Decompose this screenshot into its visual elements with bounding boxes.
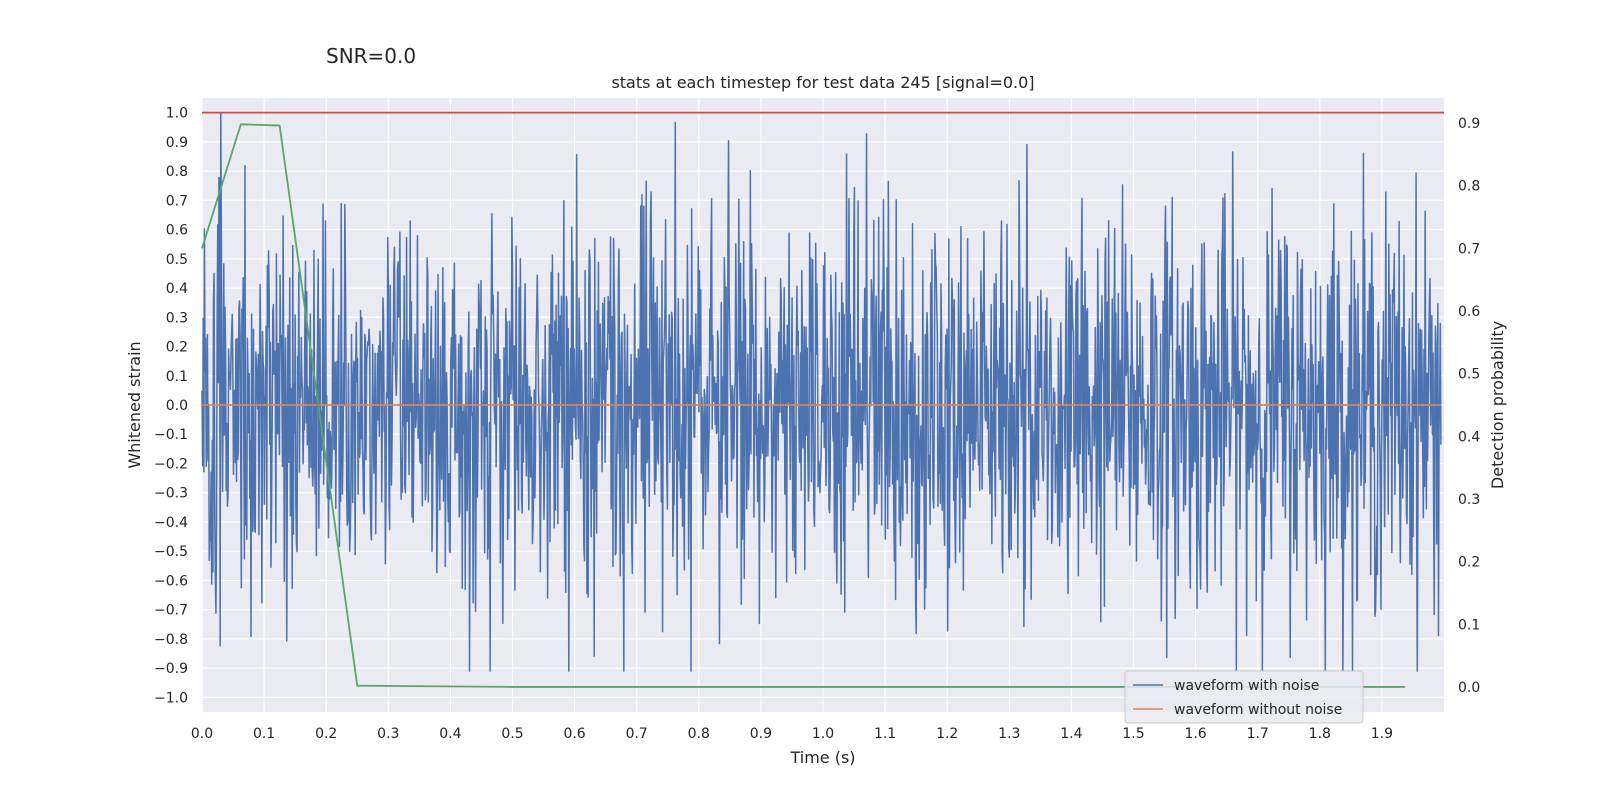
y-left-ticks: 1.0 0.9 0.8 0.7 0.6 0.5 0.4 0.3 0.2 0.1 0.0 −0.1 −0.… [154,106,188,707]
x-tick-label: 1.8 [1309,726,1331,742]
y-left-tick-label: −0.3 [154,486,188,502]
legend-box [1124,670,1364,724]
legend: waveform with noise waveform without noi… [1124,670,1364,724]
y-right-tick-label: 0.1 [1458,617,1480,633]
y-right-tick-label: 0.9 [1458,116,1480,132]
x-tick-label: 1.4 [1060,726,1082,742]
x-tick-label: 0.7 [626,726,648,742]
x-tick-label: 1.9 [1371,726,1393,742]
y-left-tick-label: 0.7 [166,193,188,209]
x-tick-label: 0.8 [688,726,710,742]
y-axis-label-right: Detection probability [1488,321,1507,489]
y-right-tick-label: 0.2 [1458,555,1480,571]
y-left-tick-label: 0.1 [166,369,188,385]
y-right-tick-label: 0.0 [1458,680,1480,696]
y-left-tick-label: −0.8 [154,632,188,648]
y-left-tick-label: 0.4 [166,281,188,297]
y-left-tick-label: −1.0 [154,690,188,706]
x-tick-label: 1.6 [1184,726,1206,742]
x-tick-label: 1.7 [1247,726,1269,742]
x-tick-label: 1.1 [874,726,896,742]
x-tick-label: 1.5 [1122,726,1144,742]
y-left-tick-label: −0.4 [154,515,188,531]
y-left-tick-label: −0.6 [154,573,188,589]
y-left-tick-label: −0.5 [154,544,188,560]
y-left-tick-label: 0.3 [166,310,188,326]
y-left-tick-label: 1.0 [166,106,188,122]
chart-title: stats at each timestep for test data 245… [611,73,1034,92]
x-tick-label: 0.3 [377,726,399,742]
x-ticks: 0.0 0.1 0.2 0.3 0.4 0.5 0.6 0.7 0.8 0.9 1.0 1.1 1.2 1… [191,726,1393,742]
y-left-tick-label: −0.2 [154,456,188,472]
x-tick-label: 0.1 [253,726,275,742]
y-right-ticks: 0.9 0.8 0.7 0.6 0.5 0.4 0.3 0.2 0.1 0.0 [1458,116,1480,696]
suptitle: SNR=0.0 [326,44,416,68]
y-left-tick-label: 0.0 [166,398,188,414]
x-tick-label: 0.5 [501,726,523,742]
y-left-tick-label: −0.9 [154,661,188,677]
y-right-tick-label: 0.6 [1458,304,1480,320]
x-tick-label: 0.6 [563,726,585,742]
y-left-tick-label: 0.8 [166,164,188,180]
legend-label-noise: waveform with noise [1174,678,1319,694]
x-tick-label: 0.4 [439,726,461,742]
series-waveform-with-noise [201,111,1442,672]
y-right-tick-label: 0.5 [1458,367,1480,383]
x-tick-label: 0.2 [315,726,337,742]
y-left-tick-label: −0.1 [154,427,188,443]
y-right-tick-label: 0.7 [1458,241,1480,257]
y-left-tick-label: 0.5 [166,252,188,268]
x-tick-label: 1.3 [998,726,1020,742]
x-tick-label: 0.0 [191,726,213,742]
x-tick-label: 0.9 [750,726,772,742]
y-right-tick-label: 0.4 [1458,429,1480,445]
y-left-tick-label: −0.7 [154,603,188,619]
y-left-tick-label: 0.9 [166,135,188,151]
y-axis-label-left: Whitened strain [125,341,144,468]
y-left-tick-label: 0.6 [166,223,188,239]
y-right-tick-label: 0.3 [1458,492,1480,508]
x-tick-label: 1.0 [812,726,834,742]
y-left-tick-label: 0.2 [166,340,188,356]
y-right-tick-label: 0.8 [1458,179,1480,195]
x-tick-label: 1.2 [936,726,958,742]
legend-label-clean: waveform without noise [1174,702,1342,718]
x-axis-label: Time (s) [789,748,855,767]
